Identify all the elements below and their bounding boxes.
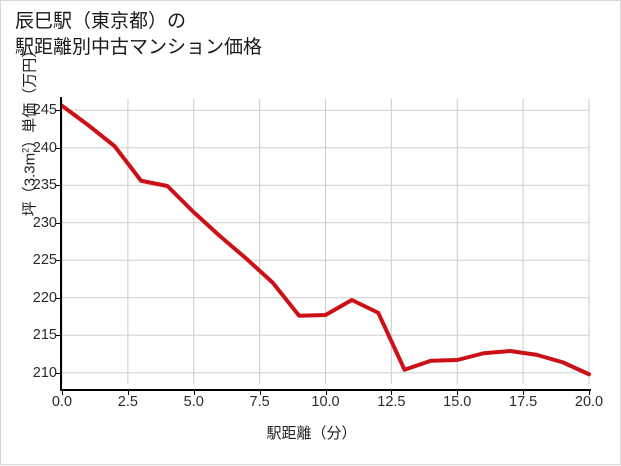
plot-area bbox=[60, 99, 591, 384]
grid-lines bbox=[61, 99, 590, 384]
x-tick-label: 17.5 bbox=[509, 394, 538, 410]
x-tick-mark bbox=[589, 391, 590, 395]
x-axis-spine bbox=[60, 389, 591, 391]
y-tick-label: 230 bbox=[32, 214, 57, 231]
x-tick-label: 7.5 bbox=[249, 394, 270, 410]
y-axis-spine bbox=[60, 97, 62, 391]
x-tick-label: 20.0 bbox=[574, 394, 604, 410]
y-tick-mark bbox=[56, 110, 60, 112]
x-tick-label: 2.5 bbox=[117, 394, 138, 410]
y-tick-mark bbox=[56, 222, 60, 224]
x-tick-mark bbox=[523, 391, 525, 395]
x-tick-label: 15.0 bbox=[443, 394, 472, 410]
x-tick-mark bbox=[127, 391, 129, 395]
y-tick-mark bbox=[56, 147, 60, 149]
y-tick-mark bbox=[56, 335, 60, 337]
x-tick-label: 0.0 bbox=[51, 394, 73, 410]
x-tick-label: 5.0 bbox=[183, 394, 204, 410]
y-tick-mark bbox=[56, 260, 60, 262]
y-tick-label: 225 bbox=[32, 252, 57, 269]
y-tick-label: 210 bbox=[32, 364, 57, 381]
x-tick-label: 12.5 bbox=[377, 394, 406, 410]
y-tick-mark bbox=[56, 372, 60, 374]
y-tick-label: 235 bbox=[32, 177, 57, 194]
x-axis-title: 駅距離（分） bbox=[266, 425, 357, 442]
price-line bbox=[60, 103, 591, 377]
x-tick-mark bbox=[391, 391, 393, 395]
y-axis-tick-labels: 210 215 220 225 230 235 240 245 bbox=[1, 1, 60, 466]
y-tick-label: 245 bbox=[32, 102, 57, 119]
x-tick-mark bbox=[193, 391, 195, 395]
x-tick-mark bbox=[62, 391, 63, 395]
x-tick-label: 10.0 bbox=[311, 394, 340, 410]
y-tick-mark bbox=[56, 297, 60, 299]
y-tick-mark bbox=[56, 185, 60, 187]
y-axis-title: 坪（3.3m2）単価（万円） bbox=[20, 42, 39, 217]
x-tick-mark bbox=[325, 391, 327, 395]
page-title: 辰巳駅（東京都）の 駅距離別中古マンション価格 bbox=[15, 11, 263, 58]
data-line-series bbox=[60, 103, 591, 377]
y-tick-label: 215 bbox=[32, 327, 57, 344]
y-tick-label: 220 bbox=[32, 289, 57, 306]
x-tick-mark bbox=[259, 391, 261, 395]
x-tick-mark bbox=[457, 391, 459, 395]
y-tick-label: 240 bbox=[32, 139, 57, 156]
